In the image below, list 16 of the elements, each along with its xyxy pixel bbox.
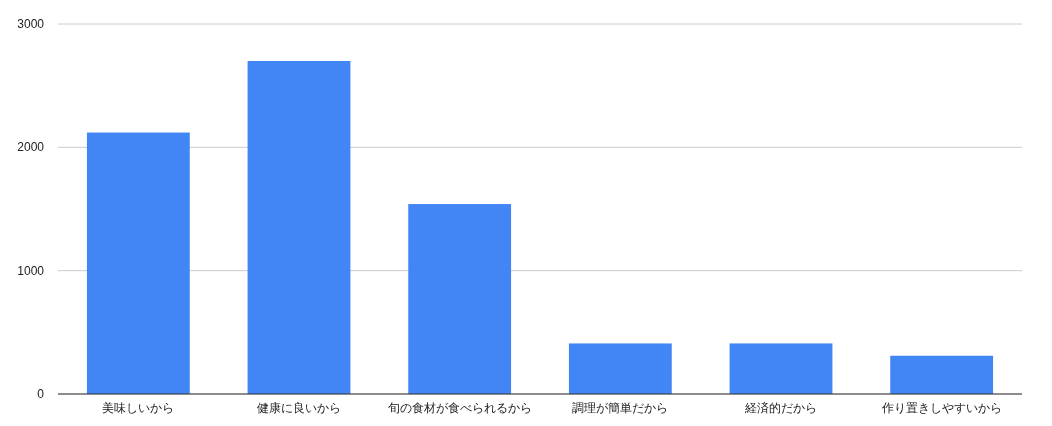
- y-tick-label: 3000: [17, 17, 45, 31]
- y-tick-label: 2000: [17, 140, 45, 155]
- x-tick-label: 旬の食材が食べられるから: [387, 401, 532, 415]
- x-tick-label: 作り置きしやすいから: [880, 401, 1002, 415]
- bar: [247, 61, 351, 394]
- bar: [568, 343, 672, 394]
- bar: [729, 343, 833, 394]
- x-tick-label: 調理が簡単だから: [572, 401, 669, 415]
- x-tick-label: 美味しいから: [102, 401, 175, 415]
- x-tick-label: 経済的だから: [744, 401, 817, 415]
- x-tick-label: 健康に良いから: [257, 401, 341, 415]
- bar: [408, 204, 512, 394]
- y-tick-label: 0: [37, 387, 45, 401]
- y-tick-label: 1000: [17, 263, 45, 278]
- bar: [86, 132, 190, 394]
- bar: [890, 355, 994, 394]
